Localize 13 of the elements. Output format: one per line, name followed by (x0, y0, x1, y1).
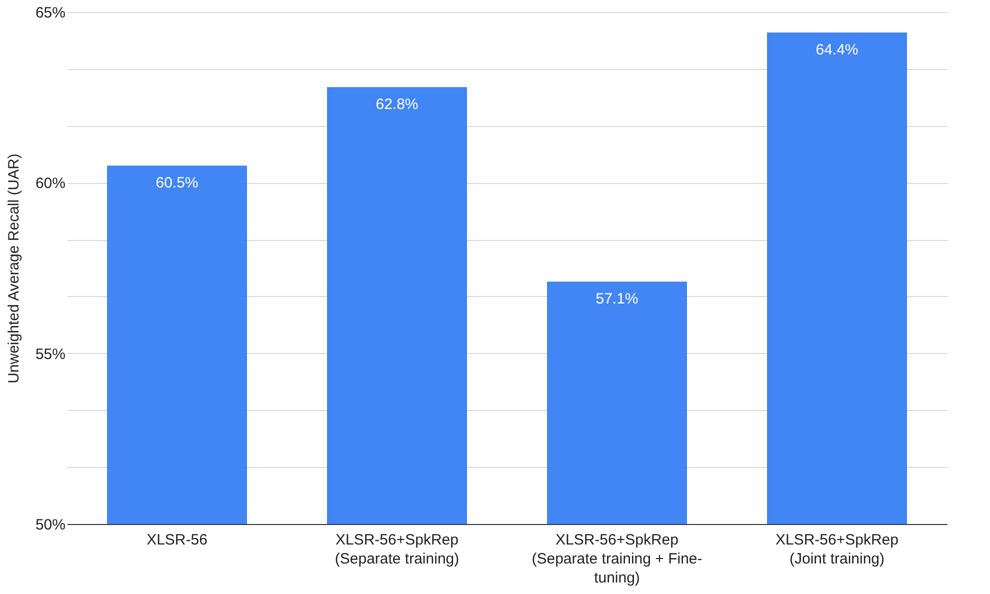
x-tick-label: XLSR-56+SpkRep (Joint training) (776, 532, 898, 568)
data-label: 62.8% (376, 96, 418, 114)
y-tick-label: 65% (35, 4, 66, 22)
y-tick-label: 50% (35, 516, 66, 534)
data-label: 64.4% (816, 41, 858, 58)
y-axis-title: Unweighted Average Recall (UAR) (5, 154, 22, 384)
data-label: 57.1% (596, 290, 638, 308)
y-tick-label: 55% (35, 346, 66, 363)
data-label: 60.5% (156, 174, 198, 192)
x-tick-label: XLSR-56+SpkRep (Separate training) (334, 532, 460, 568)
x-tick-label: XLSR-56 (146, 532, 208, 548)
x-tick-label: XLSR-56+SpkRep (Separate training + Fine- tuning) (532, 532, 702, 586)
y-tick-label: 60% (35, 175, 66, 192)
